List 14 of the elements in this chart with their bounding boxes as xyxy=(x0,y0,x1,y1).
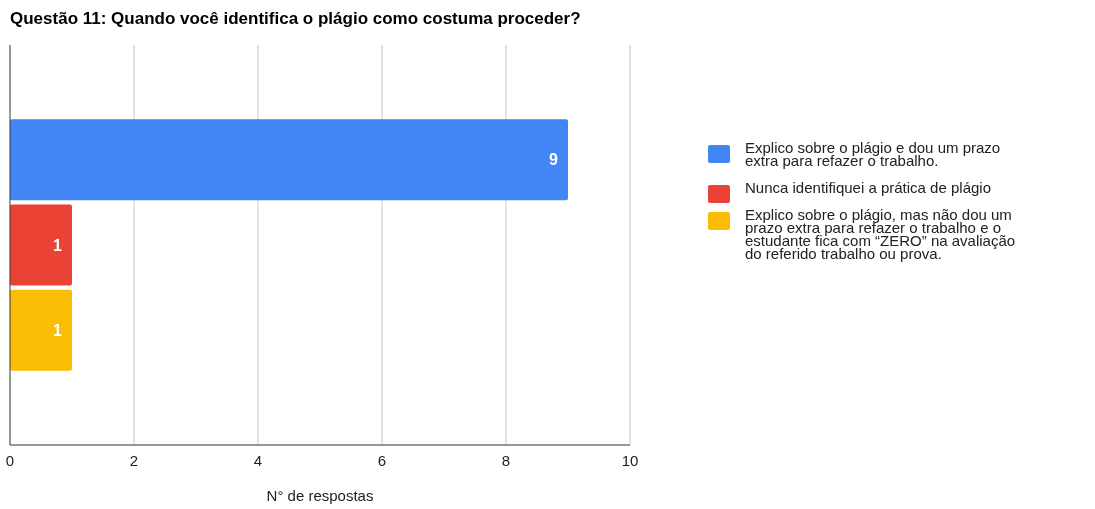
x-tick-label: 4 xyxy=(253,452,263,469)
data-label: 9 xyxy=(549,151,559,169)
x-tick-label: 8 xyxy=(501,452,511,469)
x-tick-label: 2 xyxy=(129,452,139,469)
legend-label: Explico sobre o plágio e dou um prazo extra para refazer o trabalho. xyxy=(745,139,1001,169)
x-tick-label: 6 xyxy=(377,452,387,469)
legend-label: Nunca identifiquei a prática de plágio xyxy=(745,179,991,196)
x-tick-label: 10 xyxy=(621,452,639,469)
data-label: 1 xyxy=(53,321,63,339)
data-label: 1 xyxy=(53,236,63,254)
x-tick-label: 0 xyxy=(5,452,15,469)
x-axis-title: N° de respostas xyxy=(266,487,374,504)
chart-title: Questão 11: Quando você identifica o plágio como costuma proceder? xyxy=(10,9,581,28)
legend-label: Explico sobre o plágio, mas não dou um prazo extra para refazer o trabalho e o estudante fica com “ZERO” na avaliação do referido trabalho ou prova. xyxy=(745,206,1016,262)
